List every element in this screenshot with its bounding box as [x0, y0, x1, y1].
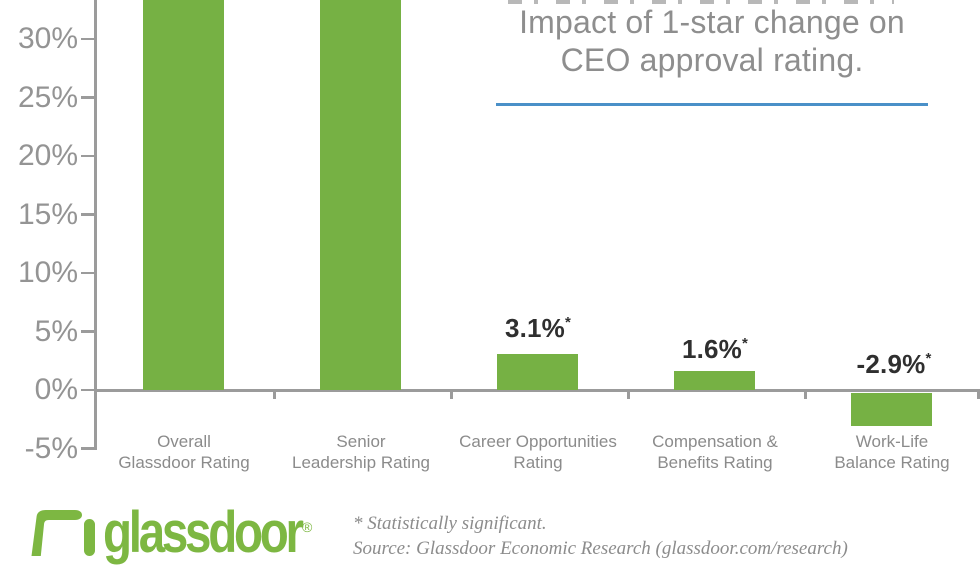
category-label-overall-glassdoor-rating: Overall Glassdoor Rating: [89, 431, 279, 473]
significance-asterisk: *: [925, 350, 932, 367]
y-axis-tick-label: -5%: [24, 431, 78, 465]
x-axis-tick: [627, 391, 630, 399]
category-line2: Rating: [513, 453, 563, 472]
chart-title-line2: CEO approval rating.: [560, 42, 864, 78]
x-axis-tick: [804, 391, 807, 399]
glassdoor-wordmark: glassdoor: [103, 500, 304, 565]
y-axis-tick-label: 10%: [17, 256, 78, 289]
bar-value-label-career-opportunities: 3.1%*: [468, 314, 608, 342]
clipped-text-fragment: [508, 0, 894, 4]
category-line2: Glassdoor Rating: [118, 453, 250, 472]
y-axis-tick: [81, 330, 94, 333]
y-axis-tick: [81, 271, 94, 275]
significance-asterisk: *: [565, 314, 572, 331]
y-axis-line: [94, 0, 97, 450]
y-axis-tick: [81, 213, 94, 216]
glassdoor-door-icon: [31, 510, 95, 556]
category-line2: Leadership Rating: [292, 453, 430, 472]
footnote-source: Source: Glassdoor Economic Research (gla…: [353, 538, 848, 559]
category-line1: Work-Life: [855, 432, 929, 451]
y-axis-tick-label: 15%: [17, 197, 78, 231]
x-axis-tick: [273, 391, 276, 399]
bar-compensation-benefits-rating: [674, 371, 755, 390]
bar-value-label-work-life-balance: -2.9%*: [824, 350, 964, 378]
category-line1: Compensation &: [652, 432, 778, 451]
bar-overall-glassdoor-rating: [143, 0, 224, 390]
footnote-statistically-significant: * Statistically significant.: [353, 513, 547, 534]
y-axis-tick-label: 30%: [17, 22, 78, 55]
x-axis-tick: [977, 391, 980, 399]
category-line2: Benefits Rating: [657, 453, 773, 472]
y-axis-tick-label: 0%: [34, 373, 78, 406]
y-axis-tick: [81, 388, 94, 392]
x-axis-tick: [450, 391, 453, 399]
y-axis-tick: [81, 154, 94, 158]
category-label-work-life-balance-rating: Work-Life Balance Rating: [797, 431, 980, 473]
chart-figure: Impact of 1-star change on CEO approval …: [17, 0, 980, 562]
registered-trademark-symbol: ®: [302, 519, 313, 535]
bar-work-life-balance-rating: [851, 392, 932, 427]
title-underline: [496, 103, 928, 106]
bar-senior-leadership-rating: [320, 0, 401, 390]
category-label-compensation-benefits-rating: Compensation & Benefits Rating: [620, 431, 810, 473]
category-line1: Overall: [157, 432, 211, 451]
x-axis-line: [94, 389, 980, 392]
y-axis-tick-label: 5%: [34, 314, 78, 348]
bar-career-opportunities-rating: [497, 353, 578, 390]
category-line1: Senior: [336, 432, 386, 451]
significance-asterisk: *: [742, 335, 749, 352]
bar-value-label-compensation-benefits: 1.6%*: [645, 335, 785, 363]
category-label-senior-leadership-rating: Senior Leadership Rating: [266, 431, 456, 473]
category-line2: Balance Rating: [834, 453, 950, 472]
value-text: 1.6%: [681, 334, 742, 364]
chart-title: Impact of 1-star change on CEO approval …: [495, 3, 929, 79]
value-text: 3.1%: [504, 313, 565, 343]
y-axis-tick: [81, 96, 94, 99]
y-axis-tick-label: 20%: [17, 139, 78, 172]
category-label-career-opportunities-rating: Career Opportunities Rating: [443, 431, 633, 473]
value-text: -2.9%: [856, 349, 926, 379]
y-axis-tick: [81, 447, 94, 450]
y-axis-tick-label: 25%: [17, 80, 78, 114]
y-axis-tick: [81, 37, 94, 41]
chart-title-line1: Impact of 1-star change on: [519, 4, 905, 40]
category-line1: Career Opportunities: [459, 432, 617, 451]
